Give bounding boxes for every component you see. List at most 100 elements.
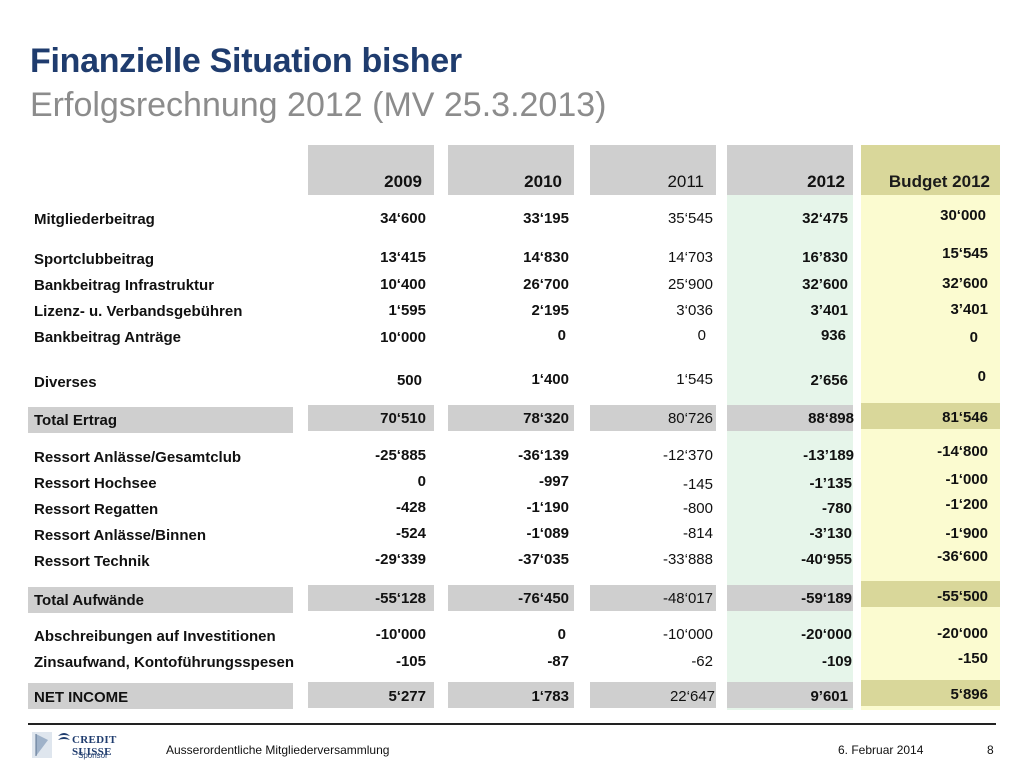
- cell-2011: -800: [682, 500, 713, 517]
- cell-2012: -59‘189: [801, 590, 852, 607]
- cell-2011: -62: [691, 653, 713, 670]
- cell-budget: -20‘000: [937, 625, 988, 642]
- cell-budget: -55‘500: [937, 588, 988, 605]
- header-budget-label: Budget 2012: [888, 172, 990, 191]
- row-label: Lizenz- u. Verbandsgebühren: [34, 303, 243, 320]
- row-label: Zinsaufwand, Kontoführungsspesen: [34, 654, 295, 671]
- sponsor-logo: CREDIT SUISSE Sponsor: [28, 726, 158, 764]
- footer-divider: [28, 723, 996, 725]
- cell-2011: 3‘036: [676, 302, 713, 319]
- cell-2010: 0: [557, 626, 566, 643]
- cell-2010: 0: [557, 327, 566, 344]
- cell-2009: -55‘128: [375, 590, 426, 607]
- total-aufwaende-bar-2012: [727, 585, 853, 611]
- cell-2009: -524: [395, 525, 426, 542]
- cell-2010: -37‘035: [518, 551, 569, 568]
- cell-2010: 1‘400: [531, 371, 569, 388]
- cell-2010: -1‘190: [526, 499, 569, 516]
- total-aufwaende-bar-2009: [308, 585, 434, 611]
- total-ertrag-bar-2009: [308, 405, 434, 431]
- cell-2010: 14‘830: [523, 249, 569, 266]
- footer-page-number: 8: [987, 743, 994, 757]
- cell-2010: 2‘195: [531, 302, 569, 319]
- cell-2009: -29‘339: [375, 551, 426, 568]
- row-label: Diverses: [34, 374, 97, 391]
- cell-2012: -13’189: [803, 447, 854, 464]
- cell-2010: -1‘089: [526, 525, 569, 542]
- header-2011-label: 2011: [667, 172, 704, 191]
- cell-2009: -10'000: [375, 626, 426, 643]
- net-income-bar-budget: [861, 680, 1000, 706]
- total-aufwaende-bar-budget: [861, 581, 1000, 607]
- cell-2012: -20‘000: [801, 626, 852, 643]
- cell-2010: 78‘320: [523, 410, 569, 427]
- cell-2012: 88‘898: [808, 410, 854, 427]
- cell-budget: -150: [957, 650, 988, 667]
- sponsor-label: Sponsor: [78, 751, 108, 760]
- footer-event: Ausserordentliche Mitgliederversammlung: [166, 743, 390, 757]
- cell-2012: -3’130: [809, 525, 852, 542]
- total-ertrag-bar-2011: [590, 405, 716, 431]
- cell-2011: 1‘545: [676, 371, 713, 388]
- total-ertrag-bar-2010: [448, 405, 574, 431]
- cell-2009: -25‘885: [375, 447, 426, 464]
- cell-2012: 32’600: [802, 276, 848, 293]
- cell-2009: -105: [395, 653, 426, 670]
- cell-budget: -1‘000: [945, 471, 988, 488]
- page-subtitle: Erfolgsrechnung 2012 (MV 25.3.2013): [30, 86, 607, 124]
- header-2012-label: 2012: [807, 172, 845, 191]
- header-2009: 2009: [308, 145, 434, 195]
- header-2011: 2011: [590, 145, 716, 195]
- cell-2009: 10‘400: [380, 276, 426, 293]
- row-label-total: Total Aufwände: [34, 592, 144, 609]
- row-label: Ressort Hochsee: [34, 475, 157, 492]
- cell-budget: 15‘545: [942, 245, 988, 262]
- total-ertrag-label-bar: [28, 407, 293, 433]
- header-budget: Budget 2012: [861, 145, 1000, 195]
- cell-2009: 1‘595: [388, 302, 426, 319]
- cell-2010: 1‘783: [531, 688, 569, 705]
- page-title: Finanzielle Situation bisher: [30, 42, 462, 80]
- cell-2012: 16’830: [802, 249, 848, 266]
- net-income-bar-2012: [727, 682, 853, 708]
- cell-2011: 25‘900: [667, 276, 713, 293]
- row-label: Abschreibungen auf Investitionen: [34, 628, 276, 645]
- row-label: Bankbeitrag Anträge: [34, 329, 181, 346]
- cell-2011: -12‘370: [662, 447, 713, 464]
- header-2012: 2012: [727, 145, 853, 195]
- cell-2011: -33‘888: [662, 551, 713, 568]
- cell-2011: -814: [682, 525, 713, 542]
- cell-budget: 32’600: [942, 275, 988, 292]
- cell-2009: 500: [396, 372, 422, 389]
- footer-date: 6. Februar 2014: [838, 743, 924, 757]
- row-label: Ressort Anlässe/Gesamtclub: [34, 449, 242, 466]
- row-label: Ressort Regatten: [34, 501, 159, 518]
- cell-2009: 34‘600: [380, 210, 426, 227]
- cell-2011: 35‘545: [667, 210, 713, 227]
- cell-2009: 10‘000: [380, 329, 426, 346]
- cell-2011: -145: [682, 476, 713, 493]
- cell-2011: -10‘000: [662, 626, 713, 643]
- cell-budget: 0: [977, 368, 986, 385]
- row-label: Mitgliederbeitrag: [34, 211, 155, 228]
- cell-2012: -1’135: [809, 475, 852, 492]
- cell-2012: 936: [820, 327, 846, 344]
- cell-2011: 14‘703: [667, 249, 713, 266]
- cell-2012: 3’401: [810, 302, 848, 319]
- row-label: Sportclubbeitrag: [34, 251, 155, 268]
- net-income-bar-2009: [308, 682, 434, 708]
- cell-budget: -1‘900: [945, 525, 988, 542]
- header-2010: 2010: [448, 145, 574, 195]
- cell-2009: 70‘510: [380, 410, 426, 427]
- cell-2012: -780: [821, 500, 852, 517]
- total-aufwaende-bar-2010: [448, 585, 574, 611]
- row-label: Ressort Technik: [34, 553, 150, 570]
- cell-2012: 2’656: [810, 372, 848, 389]
- net-income-bar-2010: [448, 682, 574, 708]
- cell-2010: 33‘195: [523, 210, 569, 227]
- cell-2009: -428: [395, 499, 426, 516]
- cell-budget: -1‘200: [945, 496, 988, 513]
- cell-2010: -36‘139: [518, 447, 569, 464]
- cell-budget: 5‘896: [950, 686, 988, 703]
- row-label-net-income: NET INCOME: [34, 689, 129, 706]
